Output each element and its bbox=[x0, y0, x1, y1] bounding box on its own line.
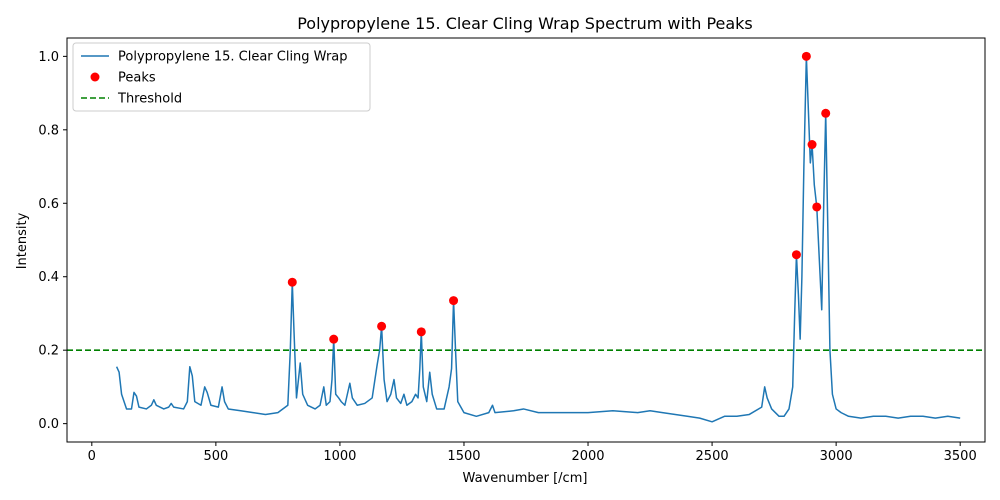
peak-point bbox=[791, 250, 801, 260]
legend-label: Threshold bbox=[117, 92, 182, 107]
legend-label: Polypropylene 15. Clear Cling Wrap bbox=[118, 50, 348, 65]
y-tick-label: 0.4 bbox=[38, 270, 59, 285]
x-tick-label: 3000 bbox=[820, 449, 853, 464]
y-tick-label: 0.2 bbox=[38, 344, 59, 359]
x-tick-label: 500 bbox=[203, 449, 228, 464]
y-axis-label: Intensity bbox=[15, 212, 30, 269]
peak-point bbox=[821, 108, 831, 118]
peak-point bbox=[801, 51, 811, 61]
axes-frame bbox=[66, 37, 986, 443]
peak-point bbox=[449, 296, 459, 306]
peak-point bbox=[807, 140, 817, 150]
peak-point bbox=[812, 202, 822, 212]
x-axis-label: Wavenumber [/cm] bbox=[463, 471, 588, 486]
x-tick-label: 1000 bbox=[323, 449, 356, 464]
legend-marker-swatch bbox=[90, 72, 100, 82]
y-tick-label: 0.0 bbox=[38, 417, 59, 432]
axes: 0 500 1000 1500 2000 2500 3000 3500 0.0 0.2 0.4 0.6… bbox=[38, 37, 986, 464]
y-tick-label: 0.8 bbox=[38, 123, 59, 138]
plot-area bbox=[67, 51, 985, 423]
x-tick-label: 2000 bbox=[571, 449, 604, 464]
peak-point bbox=[329, 334, 339, 344]
legend: Polypropylene 15. Clear Cling Wrap Peaks T… bbox=[72, 42, 371, 112]
x-tick-label: 0 bbox=[88, 449, 96, 464]
legend-box bbox=[72, 42, 371, 112]
x-tick-label: 3500 bbox=[944, 449, 977, 464]
spectrum-line bbox=[115, 55, 961, 423]
peak-point bbox=[377, 321, 387, 331]
x-tick-label: 2500 bbox=[696, 449, 729, 464]
legend-label: Peaks bbox=[118, 71, 156, 86]
peak-point bbox=[416, 327, 426, 337]
y-tick-label: 1.0 bbox=[38, 50, 59, 65]
y-tick-label: 0.6 bbox=[38, 197, 59, 212]
peak-point bbox=[287, 277, 297, 287]
x-tick-label: 1500 bbox=[447, 449, 480, 464]
chart-title: Polypropylene 15. Clear Cling Wrap Spect… bbox=[297, 14, 753, 33]
